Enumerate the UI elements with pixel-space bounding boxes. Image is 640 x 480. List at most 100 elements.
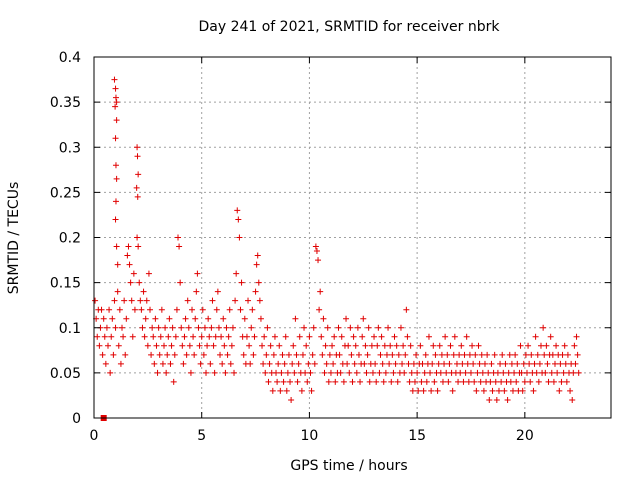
data-point [231,369,238,376]
data-point [243,333,250,340]
data-point [457,369,464,376]
data-point [319,351,326,358]
data-point [326,351,333,358]
data-point [377,351,384,358]
data-point [463,333,470,340]
data-point [441,360,448,367]
data-point [123,315,130,322]
data-point [281,360,288,367]
data-point [309,351,316,358]
data-point [261,333,268,340]
data-point [345,342,352,349]
data-point [288,396,295,403]
data-point [249,306,256,313]
data-point [458,342,465,349]
data-point [92,297,99,304]
data-point [361,360,368,367]
data-point [476,360,483,367]
data-point [534,351,541,358]
data-point [234,207,241,214]
data-point [210,342,217,349]
data-point [112,162,119,169]
data-point [498,378,505,385]
data-point [564,351,571,358]
data-point [127,279,134,286]
data-point [232,297,239,304]
data-point [190,333,197,340]
data-point [179,342,186,349]
data-point [134,234,141,241]
data-point [511,369,518,376]
data-point [115,342,122,349]
data-point [271,333,278,340]
data-point [165,333,172,340]
data-point [523,369,530,376]
data-point [397,324,404,331]
data-point [163,369,170,376]
data-point [474,369,481,376]
data-point [113,117,120,124]
data-point [492,378,499,385]
data-point [434,387,441,394]
data-point [157,333,164,340]
data-point [535,378,542,385]
data-point [531,360,538,367]
data-point [219,360,226,367]
data-point [161,342,168,349]
data-point [133,184,140,191]
data-point [181,333,188,340]
data-point [567,387,574,394]
data-point [296,333,303,340]
data-point [295,360,302,367]
data-point [514,360,521,367]
data-point [198,333,205,340]
data-point [192,315,199,322]
data-point [472,351,479,358]
data-point [204,342,211,349]
data-point [278,369,285,376]
data-point [194,270,201,277]
data-point [558,378,565,385]
data-point [488,360,495,367]
data-point [290,342,297,349]
data-point [256,297,263,304]
data-point [429,360,436,367]
data-point [502,360,509,367]
data-point [575,369,582,376]
data-point [571,342,578,349]
data-point [131,306,138,313]
data-point [340,378,347,385]
data-point [393,342,400,349]
data-point [562,360,569,367]
data-point [141,333,148,340]
data-point [122,351,129,358]
data-point [336,351,343,358]
data-point [241,315,248,322]
data-point [332,378,339,385]
data-point [171,351,178,358]
data-point [459,360,466,367]
data-point [491,351,498,358]
data-point [200,351,207,358]
data-point [437,369,444,376]
data-point [277,387,284,394]
data-point [119,324,126,331]
data-point [425,333,432,340]
data-point [109,315,116,322]
data-point [392,360,399,367]
data-point [504,396,511,403]
data-point [464,360,471,367]
data-point [338,333,345,340]
data-point [331,333,338,340]
y-tick-label: 0.3 [59,140,81,156]
data-point [477,378,484,385]
data-point [322,342,329,349]
data-point [150,333,157,340]
data-point [113,243,120,250]
data-point [414,369,421,376]
data-point [387,342,394,349]
data-point [177,279,184,286]
data-point [540,324,547,331]
data-point [449,387,456,394]
data-point [481,360,488,367]
